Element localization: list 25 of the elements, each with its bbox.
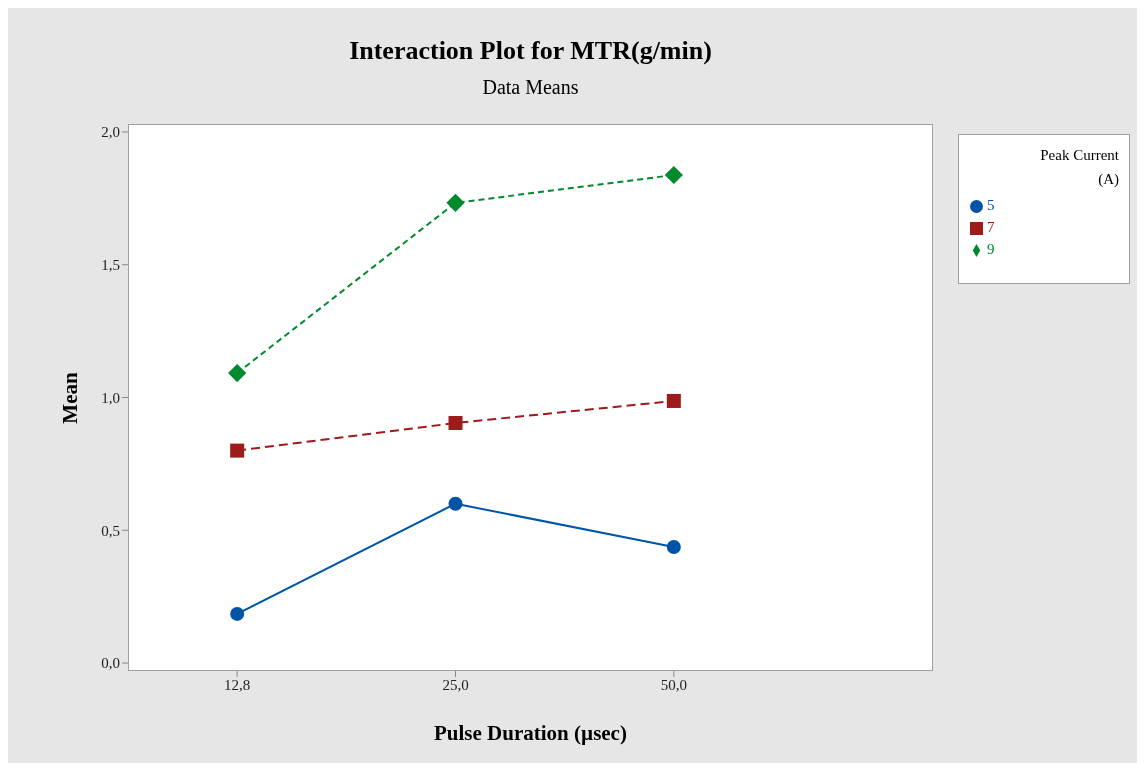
x-tick-label: 25,0 (442, 676, 469, 693)
x-tick-label: 12,8 (224, 676, 251, 693)
y-tick-label: 0,0 (101, 655, 120, 672)
legend-title: Peak Current (A) (1039, 146, 1119, 189)
point (228, 363, 247, 383)
point (230, 443, 245, 458)
x-tick-label: 50,0 (660, 676, 687, 693)
y-tick-label: 0,5 (101, 522, 120, 539)
y-tick-label: 1,0 (101, 389, 120, 406)
point (666, 393, 681, 408)
point (448, 415, 463, 430)
point (448, 496, 463, 511)
y-tick-label: 2,0 (101, 124, 120, 141)
point (446, 193, 465, 212)
chart-subtitle: Data Means (481, 76, 580, 99)
legend-label: 5 (987, 197, 995, 213)
legend-label: 7 (987, 219, 995, 235)
legend-label: 9 (987, 241, 995, 257)
point (230, 606, 245, 621)
y-axis-title: Mean (57, 371, 83, 424)
chart-title: Interaction Plot for MTR(g/min) (348, 36, 713, 66)
x-axis-title: Pulse Duration (µsec) (433, 721, 628, 746)
point (664, 165, 683, 185)
point (666, 540, 681, 554)
y-tick-label: 1,5 (101, 257, 120, 274)
